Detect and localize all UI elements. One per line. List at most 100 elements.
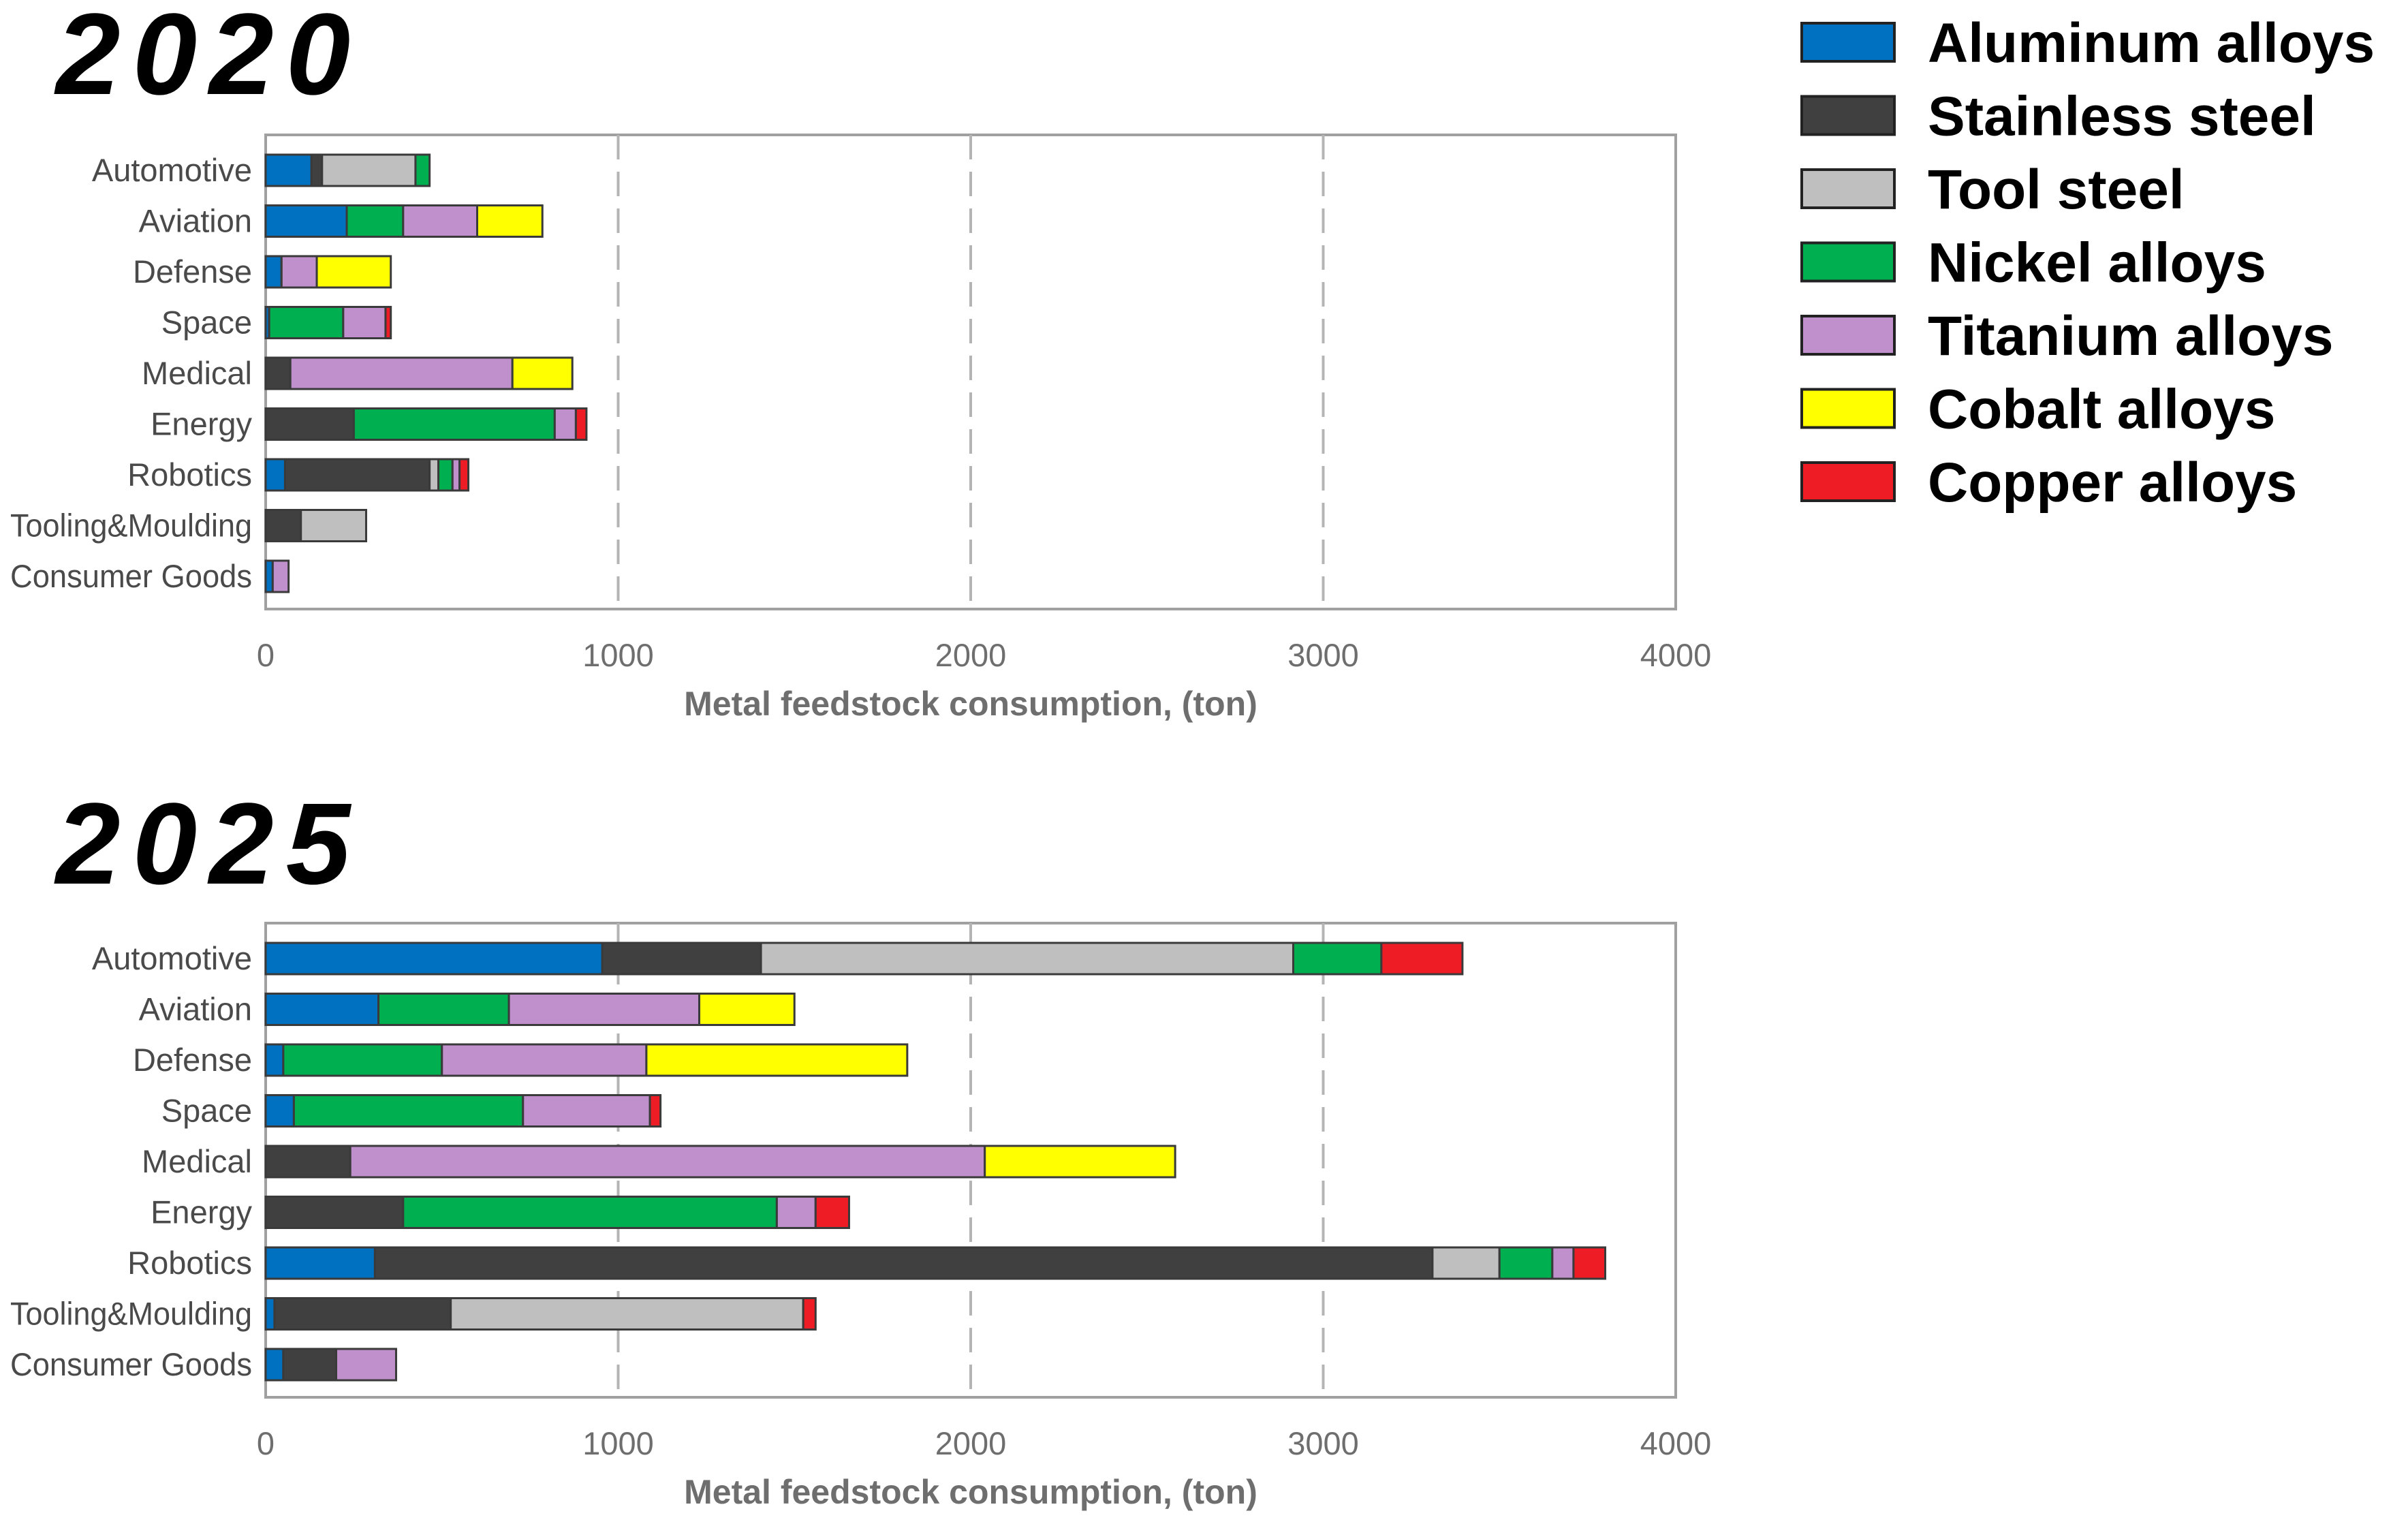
- x-tick-label: 0: [257, 1425, 275, 1461]
- x-tick-label: 1000: [582, 637, 654, 673]
- bar-segment: [522, 1094, 651, 1128]
- bar-segment: [402, 1196, 778, 1229]
- bar-segment: [414, 153, 431, 187]
- chart-panel-2020: 2020 Automotive Aviation Defense Space Medic…: [10, 0, 1711, 723]
- category-label: Automotive: [92, 152, 252, 188]
- bar-segment: [402, 204, 479, 238]
- bar-segment: [282, 1348, 337, 1382]
- bar-segment: [373, 1246, 1434, 1280]
- legend-label: Stainless steel: [1928, 86, 2316, 148]
- x-tick-label: 3000: [1287, 637, 1359, 673]
- bar-segment: [377, 993, 510, 1026]
- bar-segment: [264, 559, 274, 593]
- bar-segment: [384, 306, 392, 339]
- bar-segment: [1572, 1246, 1607, 1280]
- category-label: Medical: [142, 355, 252, 391]
- bar-segment: [450, 1297, 804, 1331]
- category-label: Medical: [142, 1143, 252, 1179]
- category-label: Robotics: [127, 456, 252, 493]
- category-label: Energy: [151, 1194, 252, 1230]
- bar-segment: [342, 306, 387, 339]
- bar-segment: [292, 1094, 525, 1128]
- bar-segment: [1551, 1246, 1575, 1280]
- bar-segment: [264, 153, 313, 187]
- bar-segment: [511, 356, 574, 390]
- legend-swatch: [1800, 95, 1896, 136]
- bar-segment: [264, 1145, 351, 1179]
- bar-segment: [345, 204, 405, 238]
- bars: [264, 153, 588, 593]
- bar-segment: [984, 1145, 1176, 1179]
- bar-segment: [264, 1297, 276, 1331]
- bar-segment: [264, 509, 302, 542]
- bar-segment: [645, 1043, 909, 1077]
- legend-label: Cobalt alloys: [1928, 379, 2275, 441]
- bar-segment: [648, 1094, 662, 1128]
- bar-segment: [264, 1196, 405, 1229]
- legend-label: Titanium alloys: [1928, 305, 2333, 367]
- bar-segment: [300, 509, 367, 542]
- bar-segment: [264, 942, 604, 976]
- bar-segment: [310, 153, 324, 187]
- bar-segment: [760, 942, 1295, 976]
- bar-segment: [264, 255, 283, 289]
- bar-segment: [273, 1297, 452, 1331]
- bar-segment: [264, 1246, 376, 1280]
- bar-segment: [476, 204, 544, 238]
- x-tick-label: 2000: [935, 637, 1007, 673]
- category-label: Robotics: [127, 1245, 252, 1281]
- bar-segment: [507, 993, 701, 1026]
- bar-segment: [280, 255, 318, 289]
- category-labels: Automotive Aviation Defense Space Medical Ene…: [10, 152, 252, 594]
- bar-segment: [289, 356, 514, 390]
- bar-segment: [775, 1196, 817, 1229]
- x-tick-label: 2000: [935, 1425, 1007, 1461]
- category-label: Space: [161, 1093, 252, 1129]
- legend-swatch: [1800, 168, 1896, 209]
- category-label: Consumer Goods: [10, 558, 252, 594]
- category-label: Defense: [133, 253, 252, 290]
- bars: [264, 942, 1607, 1382]
- legend-swatch: [1800, 22, 1896, 63]
- bar-segment: [814, 1196, 850, 1229]
- bar-segment: [1292, 942, 1383, 976]
- legend-swatch: [1800, 461, 1896, 502]
- bar-segment: [1431, 1246, 1501, 1280]
- bar-segment: [264, 1094, 295, 1128]
- bar-segment: [574, 407, 588, 441]
- legend: Aluminum alloys Stainless steel Tool steel…: [1800, 12, 2375, 514]
- x-tick-label: 0: [257, 637, 275, 673]
- legend-swatch: [1800, 241, 1896, 283]
- x-tick-labels: 0 1000 2000 3000 4000: [257, 637, 1711, 673]
- bar-segment: [264, 458, 286, 492]
- bar-segment: [268, 306, 345, 339]
- bar-segment: [437, 458, 454, 492]
- legend-label: Tool steel: [1928, 159, 2185, 221]
- legend-label: Nickel alloys: [1928, 232, 2266, 294]
- gridlines: [616, 135, 1325, 609]
- bar-segment: [321, 153, 417, 187]
- x-tick-label: 3000: [1287, 1425, 1359, 1461]
- category-label: Space: [161, 305, 252, 341]
- panel-title: 2020: [54, 0, 362, 119]
- category-label: Defense: [133, 1042, 252, 1078]
- bar-segment: [264, 993, 380, 1026]
- bar-segment: [802, 1297, 817, 1331]
- bar-segment: [1498, 1246, 1554, 1280]
- x-tick-labels: 0 1000 2000 3000 4000: [257, 1425, 1711, 1461]
- bar-segment: [601, 942, 762, 976]
- bar-segment: [451, 458, 461, 492]
- bar-segment: [1380, 942, 1464, 976]
- bar-segment: [352, 407, 556, 441]
- bar-segment: [264, 1043, 285, 1077]
- bar-segment: [271, 559, 290, 593]
- legend-swatch: [1800, 388, 1896, 429]
- x-tick-label: 4000: [1640, 1425, 1712, 1461]
- category-label: Tooling&Moulding: [10, 508, 252, 544]
- bar-segment: [283, 458, 431, 492]
- bar-segment: [264, 1348, 285, 1382]
- category-label: Consumer Goods: [10, 1346, 252, 1382]
- legend-label: Copper alloys: [1928, 452, 2297, 514]
- category-label: Tooling&Moulding: [10, 1296, 252, 1332]
